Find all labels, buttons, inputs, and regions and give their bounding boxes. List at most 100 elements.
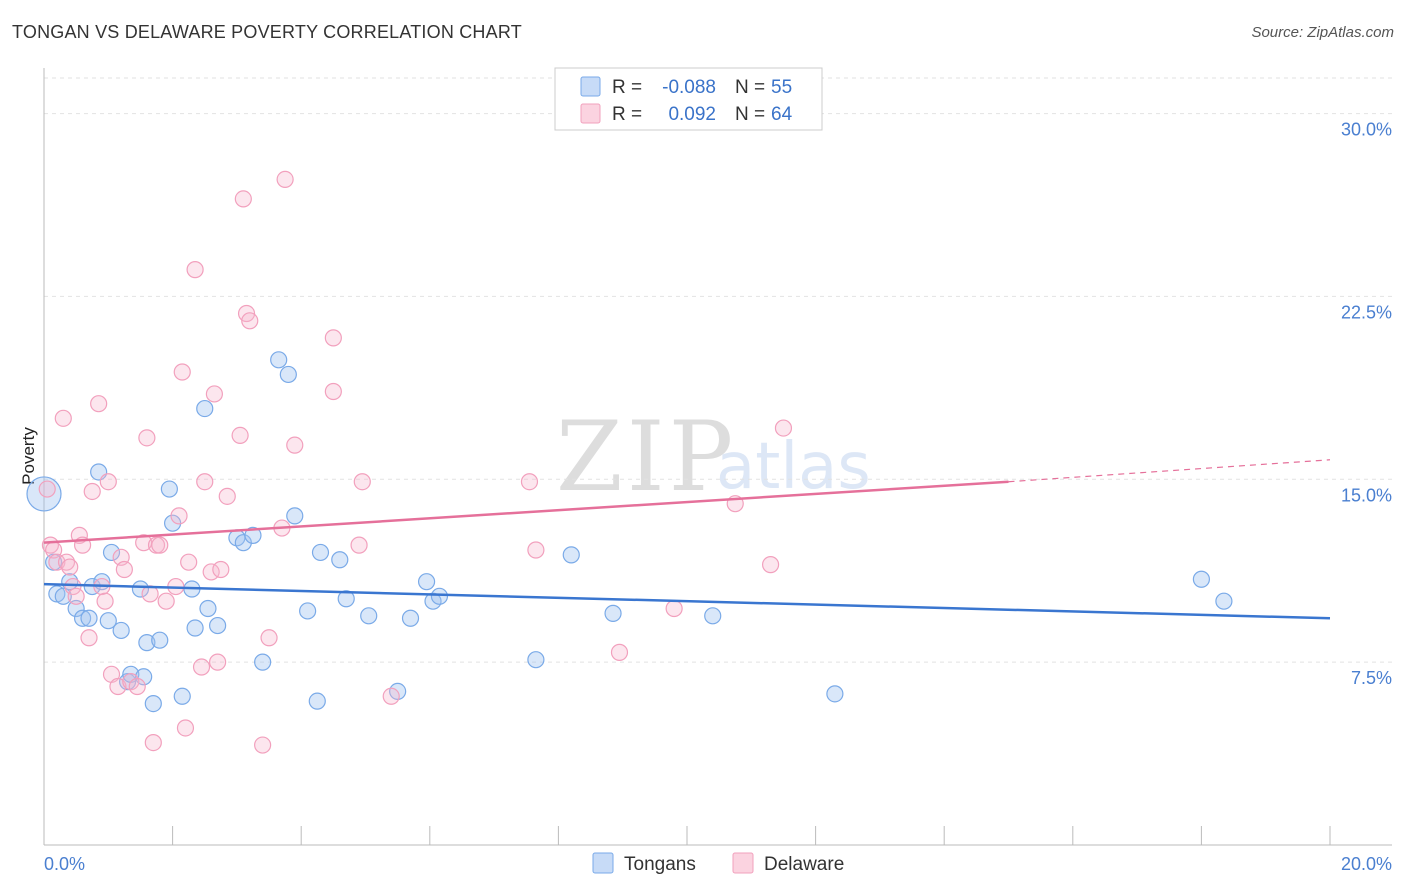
point-delaware [144,733,162,752]
point-delaware [276,170,294,188]
point-tongans [102,543,121,562]
point-tongans [1192,570,1211,588]
point-tongans [604,604,622,622]
point-delaware [260,629,278,647]
point-tongans [337,590,355,608]
point-tongans [562,546,580,564]
point-delaware [286,436,304,454]
point-tongans [527,651,545,669]
point-tongans [112,621,130,640]
point-delaware [48,553,66,571]
trend-lines [43,459,1331,620]
y-axis-ticks: 7.5% 15.0% 22.5% 30.0% [1341,120,1392,689]
y-axis-label: Poverty [19,427,38,485]
legend-n-label-1: N = [735,77,765,98]
point-tongans [144,694,162,713]
point-delaware [96,592,114,610]
point-delaware [254,736,272,754]
point-tongans [1215,592,1233,610]
point-tongans [151,631,169,649]
point-delaware [218,487,236,505]
legend-swatch-tongans [580,76,601,97]
point-tongans [270,351,288,369]
point-delaware [527,541,545,559]
point-delaware [196,473,214,491]
series-legend: Tongans Delaware [592,852,844,875]
x-tick-label-max: 20.0% [1341,854,1392,874]
point-tongans [131,580,150,598]
point-tongans [826,685,844,703]
point-delaware [176,719,195,737]
legend-r-label-1: R = [612,77,642,98]
legend-r-value-2: 0.092 [668,104,716,125]
point-delaware [180,553,198,571]
point-tongans [704,607,722,625]
point-tongans [173,687,191,705]
point-delaware [186,261,204,279]
gridlines [44,77,1392,663]
y-tick-label: 30.0% [1341,120,1392,140]
chart-title: TONGAN VS DELAWARE POVERTY CORRELATION C… [12,22,522,42]
point-tongans [135,668,153,686]
point-delaware [205,385,223,403]
point-delaware [38,480,56,498]
legend-n-label-2: N = [735,104,765,125]
point-delaware [128,677,146,696]
point-tongans [286,507,304,525]
point-delaware [115,560,133,579]
watermark-zip: ZIP [556,401,737,513]
point-delaware [90,395,108,413]
point-delaware [99,473,117,491]
point-tongans [26,476,62,512]
series-legend-label-tongans: Tongans [624,854,696,875]
legend-n-value-1: 55 [771,77,792,98]
point-delaware [324,329,342,347]
x-tick-label-min: 0.0% [44,854,85,874]
point-tongans [186,619,204,637]
point-tongans [99,612,117,630]
point-delaware [665,599,683,618]
point-tongans [244,526,262,544]
point-tongans [331,551,349,569]
point-delaware [64,577,82,596]
point-delaware [774,419,793,437]
point-delaware [54,409,72,427]
y-tick-label: 15.0% [1341,485,1392,505]
y-tick-label: 7.5% [1351,668,1392,688]
point-delaware [761,556,780,574]
point-delaware [109,677,127,696]
point-delaware [324,382,342,401]
point-delaware [209,653,227,671]
x-axis-ticks [172,826,1331,845]
point-delaware [353,473,371,491]
point-delaware [231,426,249,444]
point-tongans [160,480,178,498]
point-tongans [254,653,272,671]
point-tongans [360,607,378,625]
point-delaware [151,536,169,554]
point-delaware [138,429,156,447]
point-tongans [199,599,217,618]
point-delaware [173,363,191,381]
legend-r-label-2: R = [612,104,642,125]
point-delaware [80,629,98,647]
point-delaware [192,658,211,676]
point-delaware [83,482,101,501]
series-legend-label-delaware: Delaware [764,854,844,875]
point-tongans [430,587,449,605]
trend-line-delaware-extension [1008,459,1331,483]
point-delaware [67,587,85,605]
point-tongans [196,399,214,418]
point-delaware [241,312,259,330]
legend-swatch-delaware [580,103,601,124]
series-legend-swatch-tongans [592,852,614,874]
point-tongans [67,599,85,618]
point-delaware [350,536,368,554]
point-delaware [212,560,230,579]
source-label: Source: ZipAtlas.com [1251,24,1394,41]
point-delaware [520,473,539,491]
point-delaware [61,558,79,576]
point-tongans [73,609,92,627]
point-delaware [234,190,252,208]
